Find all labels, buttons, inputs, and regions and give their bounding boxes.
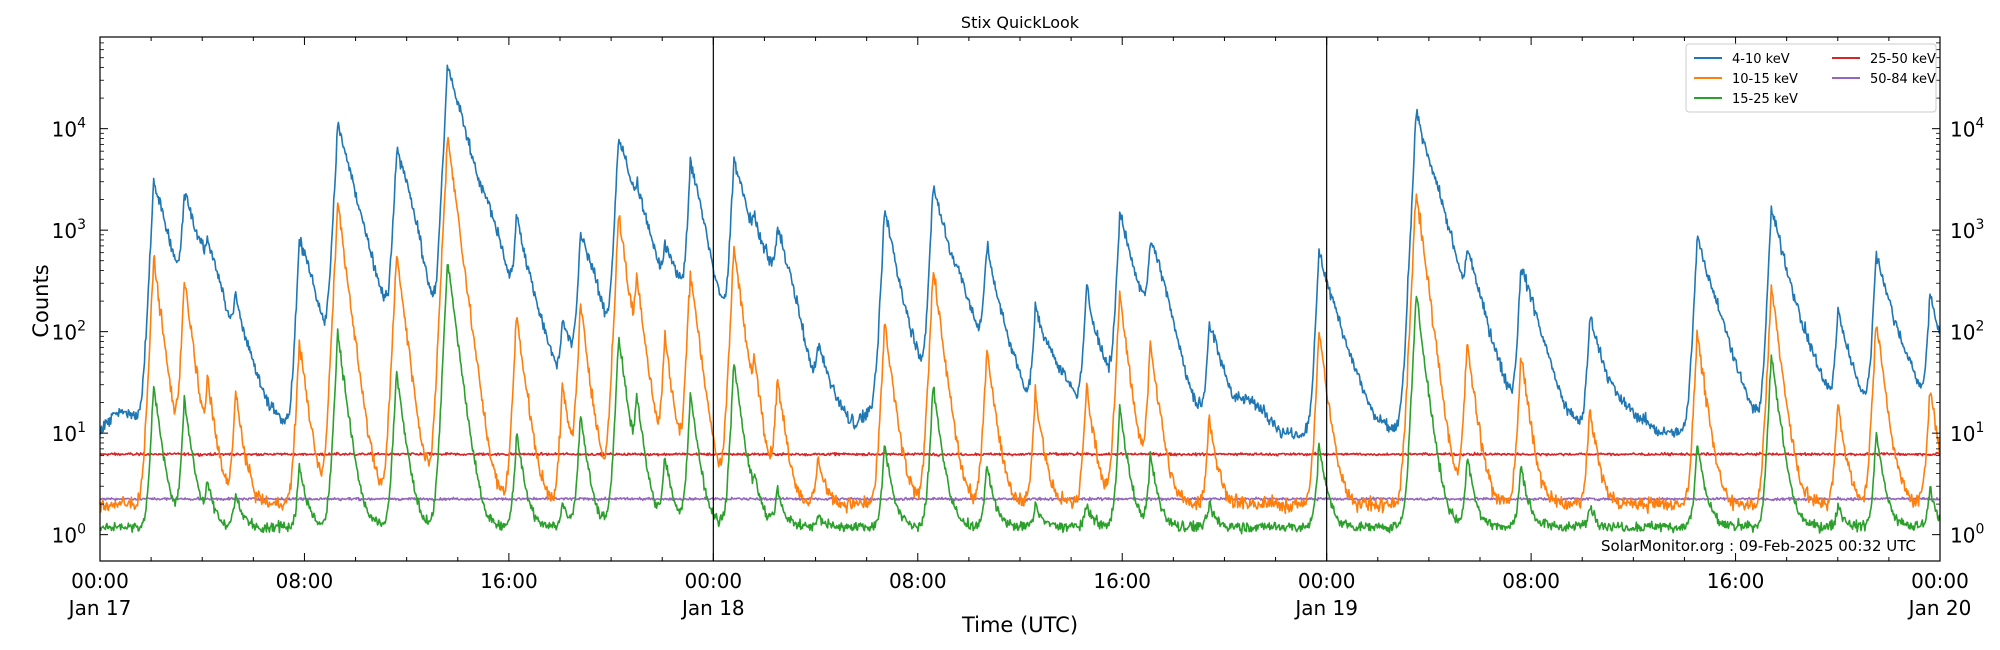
y-tick-label-right: 103 [1950,217,1984,243]
x-tick-date-label: Jan 20 [1907,596,1972,620]
legend-label: 4-10 keV [1732,52,1790,67]
chart-title: Stix QuickLook [961,13,1080,32]
series-line-15-25-kev [99,264,1941,535]
legend-label: 50-84 keV [1870,72,1936,87]
series-line-10-15-kev [99,136,1941,515]
x-axis-ticks: 00:00 Jan 17 08:00 16:00 00:00 Jan 18 08:00 16:… [67,37,1972,620]
x-tick-label: 00:00 [1298,569,1356,593]
series-line-4-10-kev [99,64,1941,440]
y-tick-label-right: 104 [1950,116,1984,142]
y-tick-label-left: 104 [52,116,86,142]
y-axis-label: Counts [29,264,53,337]
x-tick-label: 00:00 [71,569,129,593]
y-tick-label-left: 100 [52,522,86,548]
x-tick-label: 16:00 [1707,569,1765,593]
x-tick-label: 16:00 [1093,569,1151,593]
y-tick-label-right: 100 [1950,522,1984,548]
y-tick-label-right: 102 [1950,319,1984,345]
x-tick-label: 08:00 [276,569,334,593]
x-tick-label: 00:00 [1911,569,1969,593]
series-line-25-50-kev [99,451,1941,457]
y-tick-label-right: 101 [1950,420,1984,446]
plot-frame [99,36,1941,562]
legend-box [1685,43,1937,113]
y-axis-ticks: 100 100 101 101 102 102 103 103 104 104 [52,36,1984,548]
x-tick-label: 00:00 [685,569,743,593]
series-layer [99,64,1941,535]
legend-label: 15-25 keV [1732,92,1798,107]
x-tick-label: 08:00 [889,569,947,593]
x-tick-label: 08:00 [1502,569,1560,593]
credit-text: SolarMonitor.org : 09-Feb-2025 00:32 UTC [1601,537,1916,555]
x-tick-label: 16:00 [480,569,538,593]
x-axis-label: Time (UTC) [961,613,1078,637]
legend: 4-10 keV 10-15 keV 15-25 keV 25-50 keV 50-84… [1685,43,1937,113]
x-tick-date-label: Jan 17 [67,596,132,620]
x-tick-date-label: Jan 18 [680,596,745,620]
y-tick-label-left: 103 [52,217,86,243]
x-tick-date-label: Jan 19 [1293,596,1358,620]
y-tick-label-left: 102 [52,319,86,345]
legend-label: 25-50 keV [1870,52,1936,67]
legend-label: 10-15 keV [1732,72,1798,87]
day-boundary-lines [712,37,1328,561]
y-tick-label-left: 101 [52,420,86,446]
